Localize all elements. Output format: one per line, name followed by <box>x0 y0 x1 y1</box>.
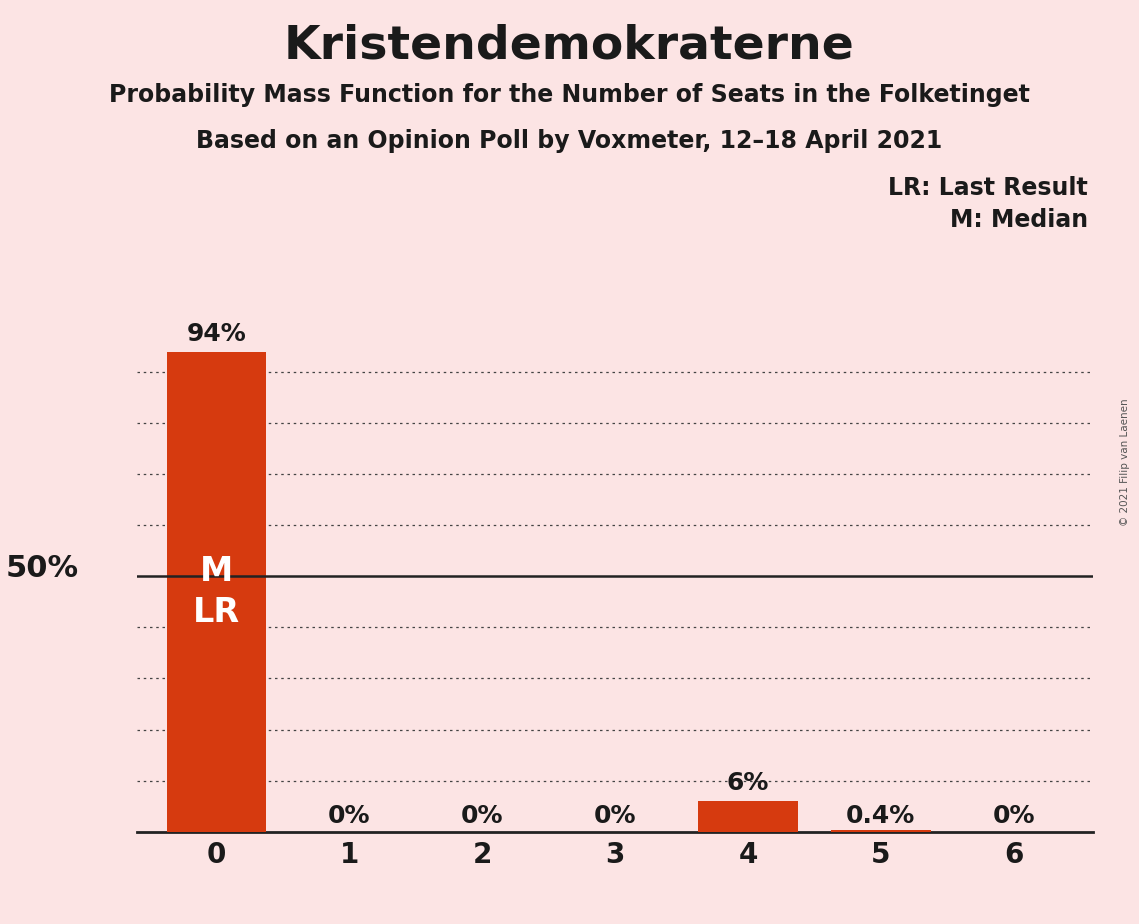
Text: LR: Last Result: LR: Last Result <box>888 176 1088 200</box>
Text: 94%: 94% <box>187 322 246 346</box>
Text: M
LR: M LR <box>192 554 240 628</box>
Text: Kristendemokraterne: Kristendemokraterne <box>284 23 855 68</box>
Text: M: Median: M: Median <box>950 208 1088 232</box>
Text: 0.4%: 0.4% <box>846 804 916 828</box>
Bar <box>831 830 931 832</box>
Bar <box>698 801 797 832</box>
Text: 50%: 50% <box>6 553 79 583</box>
Text: © 2021 Filip van Laenen: © 2021 Filip van Laenen <box>1121 398 1130 526</box>
Text: 0%: 0% <box>992 804 1035 828</box>
Bar <box>166 352 267 832</box>
Text: 6%: 6% <box>727 771 769 795</box>
Text: 0%: 0% <box>328 804 370 828</box>
Text: 0%: 0% <box>461 804 503 828</box>
Text: 0%: 0% <box>593 804 637 828</box>
Text: Probability Mass Function for the Number of Seats in the Folketinget: Probability Mass Function for the Number… <box>109 83 1030 107</box>
Text: Based on an Opinion Poll by Voxmeter, 12–18 April 2021: Based on an Opinion Poll by Voxmeter, 12… <box>196 129 943 153</box>
